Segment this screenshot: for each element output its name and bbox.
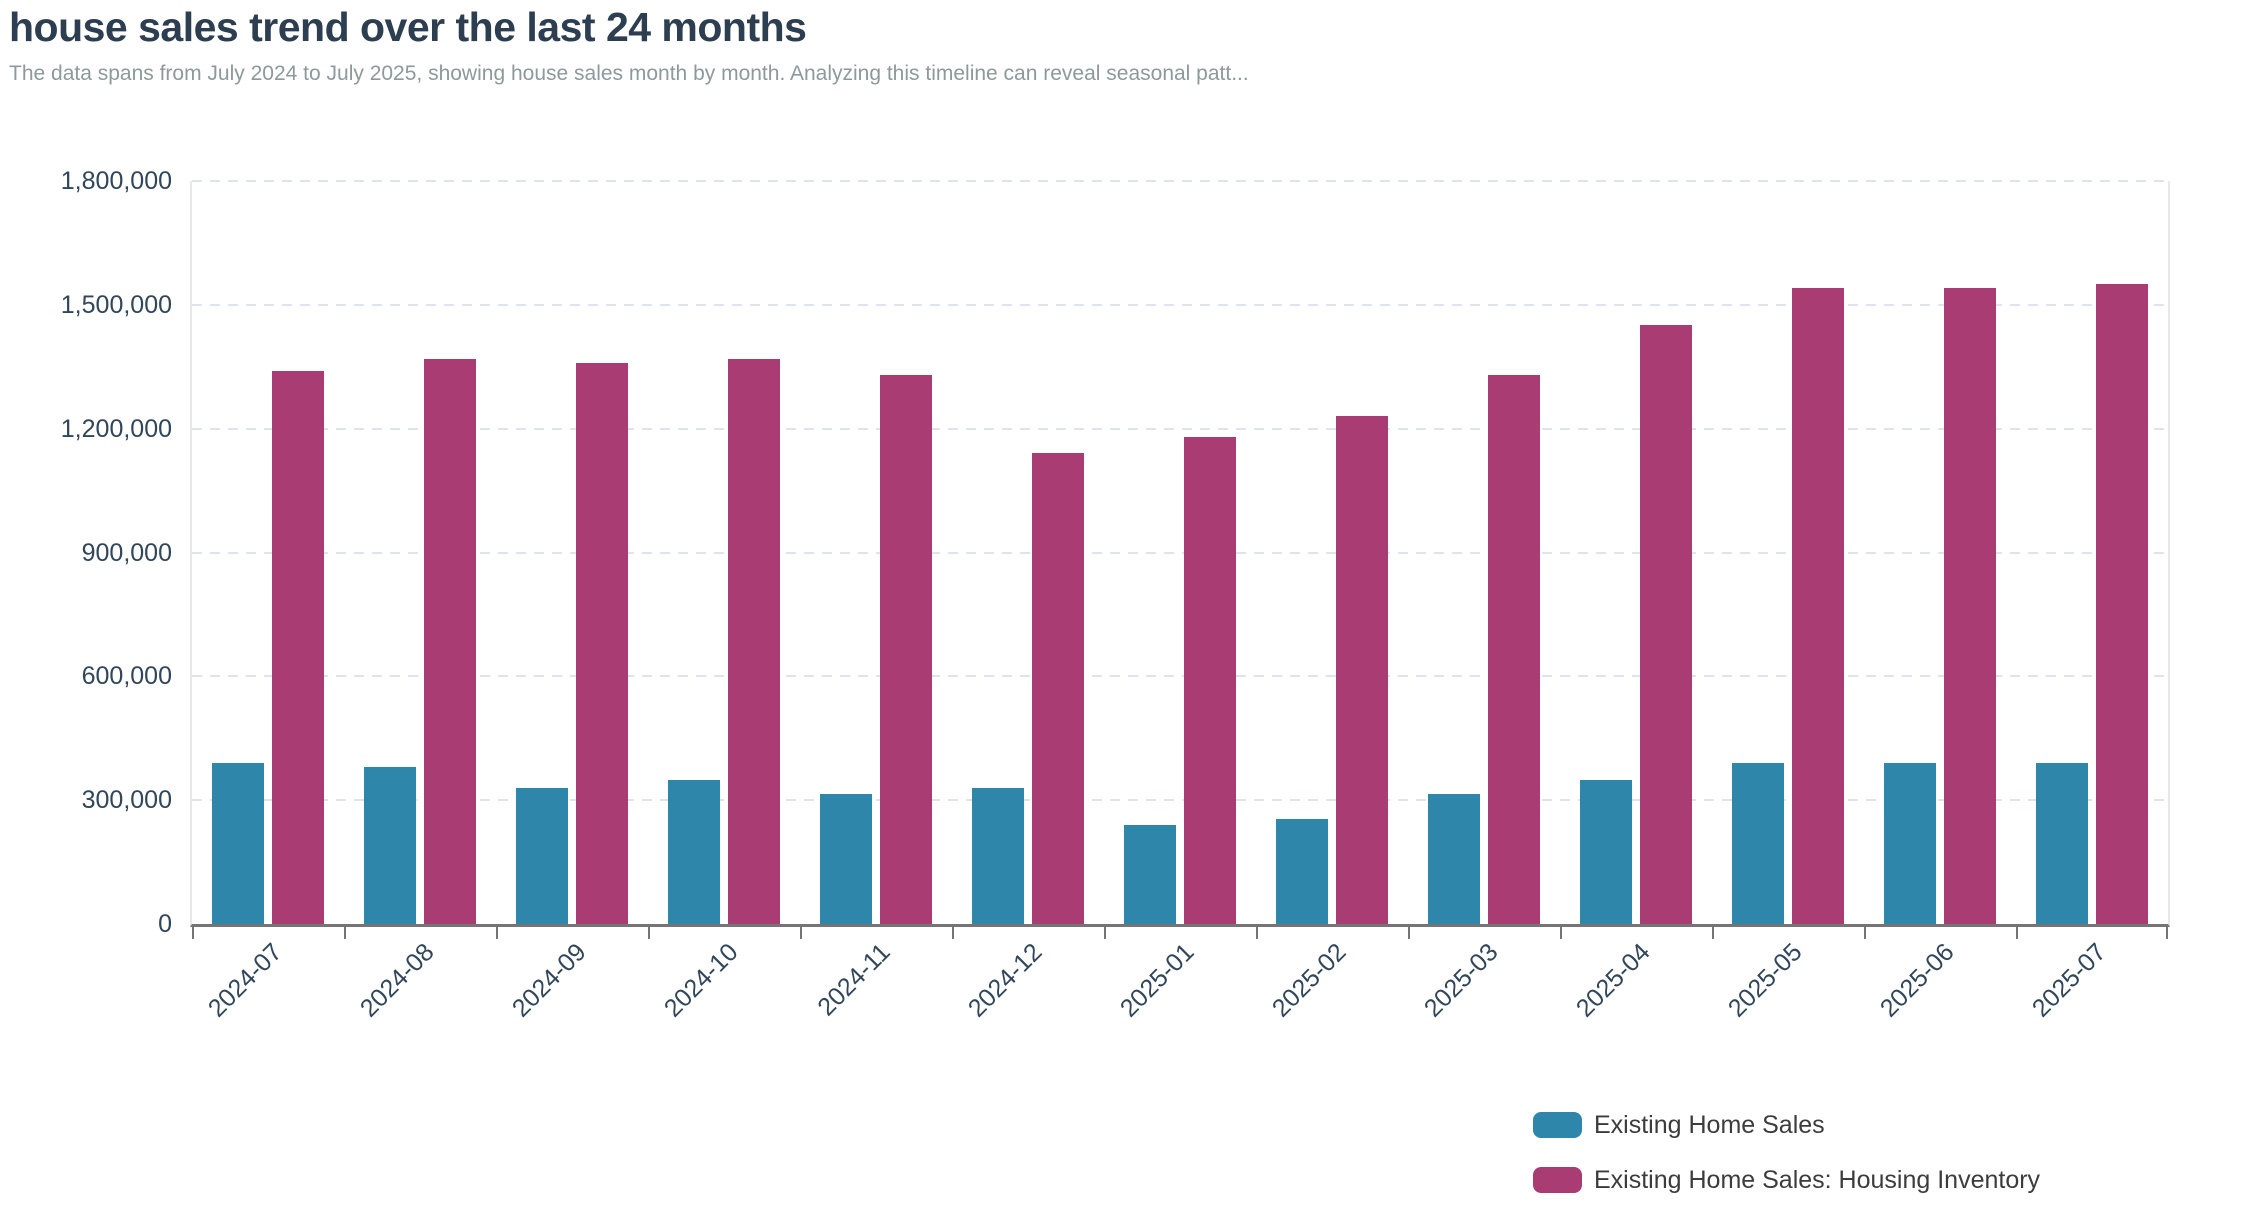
bar-existing-home-sales-housing-inventory-2024-12[interactable]: [1032, 453, 1084, 924]
bar-group-2024-08: [344, 181, 496, 924]
bar-existing-home-sales-housing-inventory-2025-05[interactable]: [1792, 288, 1844, 924]
x-axis-label: 2025-05: [1723, 938, 1808, 1023]
x-axis-tick: [1256, 927, 1258, 939]
bar-group-2024-12: [952, 181, 1104, 924]
legend-swatch-existing-home-sales-housing-inventory: [1533, 1167, 1582, 1193]
bar-group-2025-05: [1712, 181, 1864, 924]
bar-existing-home-sales-2024-10[interactable]: [668, 779, 720, 924]
x-axis-tick: [2166, 927, 2168, 939]
x-axis-tick: [1864, 927, 1866, 939]
bar-existing-home-sales-housing-inventory-2024-09[interactable]: [576, 362, 628, 924]
bar-existing-home-sales-2024-09[interactable]: [516, 787, 568, 924]
x-axis-label: 2024-07: [203, 938, 288, 1023]
x-axis-label: 2024-08: [355, 938, 440, 1023]
bar-existing-home-sales-housing-inventory-2024-08[interactable]: [424, 358, 476, 924]
bar-group-2024-09: [496, 181, 648, 924]
x-axis-label: 2025-07: [2027, 938, 2112, 1023]
bar-group-2025-07: [2016, 181, 2168, 924]
y-axis-tick-label: 300,000: [81, 786, 172, 815]
y-axis-tick-label: 0: [158, 910, 172, 938]
x-axis-label: 2024-09: [507, 938, 592, 1023]
y-axis-tick-label: 600,000: [81, 662, 172, 691]
x-axis-tick: [344, 927, 346, 939]
bar-group-2024-11: [800, 181, 952, 924]
x-axis-tick: [496, 927, 498, 939]
bar-existing-home-sales-2024-12[interactable]: [972, 787, 1024, 924]
bar-existing-home-sales-housing-inventory-2024-10[interactable]: [728, 358, 780, 924]
x-axis-tick: [1408, 927, 1410, 939]
bar-existing-home-sales-2025-04[interactable]: [1580, 779, 1632, 924]
bar-existing-home-sales-housing-inventory-2024-11[interactable]: [880, 375, 932, 924]
bar-group-2025-03: [1408, 181, 1560, 924]
legend-label: Existing Home Sales: Housing Inventory: [1594, 1166, 2041, 1194]
bar-existing-home-sales-housing-inventory-2025-03[interactable]: [1488, 375, 1540, 924]
x-axis-label: 2024-11: [812, 938, 896, 1022]
bar-group-2024-10: [648, 181, 800, 924]
bar-existing-home-sales-2025-03[interactable]: [1428, 793, 1480, 924]
x-axis-tick: [1560, 927, 1562, 939]
x-axis-tick: [1104, 927, 1106, 939]
bar-existing-home-sales-housing-inventory-2025-01[interactable]: [1184, 436, 1236, 924]
bar-existing-home-sales-2024-07[interactable]: [212, 763, 264, 924]
bar-group-2025-01: [1104, 181, 1256, 924]
bar-existing-home-sales-2025-07[interactable]: [2036, 763, 2088, 924]
x-axis-label: 2024-10: [659, 938, 744, 1023]
legend: Existing Home Sales Existing Home Sales: …: [1533, 1112, 2040, 1222]
x-axis-tick: [192, 927, 194, 939]
bar-existing-home-sales-housing-inventory-2025-04[interactable]: [1640, 325, 1692, 924]
x-axis-label: 2025-01: [1115, 938, 1200, 1023]
chart-subtitle: The data spans from July 2024 to July 20…: [9, 62, 1249, 85]
bar-existing-home-sales-2024-08[interactable]: [364, 767, 416, 924]
bar-existing-home-sales-2024-11[interactable]: [820, 793, 872, 924]
x-axis-label: 2025-03: [1419, 938, 1504, 1023]
bar-existing-home-sales-2025-05[interactable]: [1732, 763, 1784, 924]
bar-existing-home-sales-housing-inventory-2025-07[interactable]: [2096, 284, 2148, 924]
bar-existing-home-sales-2025-06[interactable]: [1884, 763, 1936, 924]
legend-item-existing-home-sales-housing-inventory[interactable]: Existing Home Sales: Housing Inventory: [1533, 1167, 2040, 1193]
bar-existing-home-sales-housing-inventory-2024-07[interactable]: [272, 370, 324, 924]
x-axis-tick: [800, 927, 802, 939]
chart-title: house sales trend over the last 24 month…: [9, 4, 807, 50]
bar-group-2025-04: [1560, 181, 1712, 924]
y-axis-tick-label: 1,200,000: [60, 414, 172, 443]
legend-label: Existing Home Sales: [1594, 1111, 1825, 1139]
bar-existing-home-sales-housing-inventory-2025-02[interactable]: [1336, 416, 1388, 924]
legend-swatch-existing-home-sales: [1533, 1112, 1582, 1138]
bar-existing-home-sales-housing-inventory-2025-06[interactable]: [1944, 288, 1996, 924]
x-axis-tick: [2016, 927, 2018, 939]
x-axis-tick: [952, 927, 954, 939]
x-axis-label: 2025-04: [1571, 938, 1656, 1023]
y-axis-tick-label: 900,000: [81, 538, 172, 567]
bar-existing-home-sales-2025-02[interactable]: [1276, 818, 1328, 924]
x-axis-tick: [648, 927, 650, 939]
bar-series-container: [192, 181, 2168, 924]
y-axis-tick-label: 1,500,000: [60, 290, 172, 319]
plot-area: 2024-07 2024-08 2024-09 2024-10 2024-11 2024-…: [190, 180, 2170, 1023]
x-axis-label: 2025-02: [1267, 938, 1352, 1023]
bar-group-2025-06: [1864, 181, 2016, 924]
y-axis-tick-label: 1,800,000: [60, 167, 172, 195]
bar-group-2024-07: [192, 181, 344, 924]
bar-existing-home-sales-2025-01[interactable]: [1124, 824, 1176, 924]
x-axis-tick: [1712, 927, 1714, 939]
bar-group-2025-02: [1256, 181, 1408, 924]
x-axis-label: 2024-12: [963, 938, 1048, 1023]
x-axis-label: 2025-06: [1875, 938, 1960, 1023]
legend-item-existing-home-sales[interactable]: Existing Home Sales: [1533, 1112, 2040, 1138]
